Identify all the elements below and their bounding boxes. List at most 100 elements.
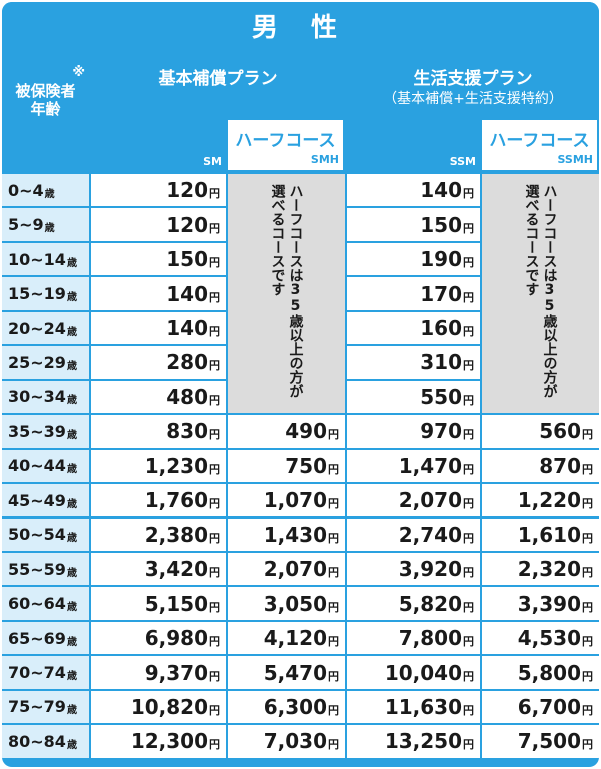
premium-amount: 1,470 [398,453,462,478]
yen-unit: 円 [582,600,593,614]
age-unit: 歳 [66,636,77,648]
age-range-cell: 40~44 歳 [2,449,89,483]
yen-unit: 円 [463,221,474,235]
age-range: 10~14 [8,249,66,269]
premium-amount: 560 [539,419,581,444]
premium-amount: 5,470 [263,660,327,685]
yen-unit: 円 [209,566,220,580]
premium-amount: 3,390 [517,591,581,616]
sm-premium-cell: 140 円 [91,277,226,310]
yen-unit: 円 [582,531,593,545]
premium-amount: 5,150 [144,591,208,616]
yen-unit: 円 [582,669,593,683]
smh-premium-cell: 2,070 円 [228,552,345,586]
premium-amount: 150 [420,212,462,237]
yen-unit: 円 [328,462,339,476]
ssmh-premium-cell: 870 円 [482,449,599,483]
premium-amount: 12,300 [130,729,208,754]
sm-premium-cell: 6,980 円 [91,621,226,655]
premium-amount: 870 [539,453,581,478]
ssm-column-header: SSM [347,118,480,172]
yen-unit: 円 [582,497,593,511]
yen-unit: 円 [209,428,220,442]
age-range: 35~39 [8,421,66,441]
sm-premium-cell: 2,380 円 [91,518,226,551]
premium-amount: 310 [420,350,462,375]
yen-unit: 円 [328,703,339,717]
sm-premium-cell: 9,370 円 [91,656,226,689]
ssmh-premium-cell: 6,700 円 [482,690,599,724]
ssm-premium-cell: 2,070 円 [347,484,480,517]
yen-unit: 円 [463,290,474,304]
premium-amount: 280 [166,350,208,375]
yen-unit: 円 [209,359,220,373]
premium-amount: 1,610 [517,522,581,547]
age-unit: 歳 [66,498,77,510]
age-range: 25~29 [8,352,66,372]
sm-premium-cell: 120 円 [91,208,226,241]
age-range: 15~19 [8,284,66,304]
ssm-premium-cell: 7,800 円 [347,621,480,655]
yen-unit: 円 [209,600,220,614]
age-range: 20~24 [8,318,66,338]
premium-amount: 7,800 [398,626,462,651]
sm-premium-cell: 10,820 円 [91,690,226,724]
smh-premium-cell: 7,030 円 [228,725,345,758]
ssmh-column-header: ハーフコース SSMH [480,118,599,172]
age-range: 65~69 [8,628,66,648]
premium-amount: 170 [420,281,462,306]
note-mark: ※ [72,65,85,80]
premium-amount: 490 [285,419,327,444]
premium-amount: 2,320 [517,557,581,582]
half-course-label: ハーフコース [235,131,336,151]
sm-premium-cell: 140 円 [91,311,226,345]
yen-unit: 円 [209,256,220,270]
age-unit: 歳 [44,188,55,200]
sm-premium-cell: 1,760 円 [91,484,226,517]
yen-unit: 円 [328,738,339,752]
yen-unit: 円 [209,290,220,304]
yen-unit: 円 [209,221,220,235]
smh-premium-cell: 6,300 円 [228,690,345,724]
yen-unit: 円 [209,738,220,752]
age-range-cell: 60~64 歳 [2,587,89,620]
smh-premium-cell: 5,470 円 [228,656,345,689]
age-unit: 歳 [66,671,77,683]
yen-unit: 円 [582,738,593,752]
age-range-cell: 5~9 歳 [2,208,89,241]
ssm-premium-cell: 2,740 円 [347,518,480,551]
premium-amount: 1,230 [144,453,208,478]
age-unit: 歳 [66,739,77,751]
premium-amount: 7,030 [263,729,327,754]
yen-unit: 円 [463,187,474,201]
yen-unit: 円 [328,566,339,580]
ssmh-premium-cell: 7,500 円 [482,725,599,758]
sm-premium-cell: 5,150 円 [91,587,226,620]
premium-amount: 2,740 [398,522,462,547]
yen-unit: 円 [209,393,220,407]
sm-premium-cell: 3,420 円 [91,552,226,586]
yen-unit: 円 [209,497,220,511]
smh-premium-cell: 4,120 円 [228,621,345,655]
premium-amount: 5,820 [398,591,462,616]
half-course-note-line-1: ハーフコースは35歳以上の方が [287,184,304,398]
premium-amount: 10,820 [130,694,208,719]
age-range-cell: 75~79 歳 [2,690,89,724]
yen-unit: 円 [209,669,220,683]
age-unit: 歳 [66,533,77,545]
yen-unit: 円 [582,635,593,649]
premium-amount: 13,250 [384,729,462,754]
premium-amount: 140 [166,281,208,306]
age-range-cell: 45~49 歳 [2,484,89,517]
code-smh: SMH [310,153,339,166]
sm-premium-cell: 120 円 [91,174,226,207]
yen-unit: 円 [582,462,593,476]
yen-unit: 円 [463,359,474,373]
yen-unit: 円 [328,669,339,683]
sm-premium-cell: 280 円 [91,346,226,379]
age-range: 55~59 [8,559,66,579]
age-unit: 歳 [44,223,55,235]
premium-amount: 160 [420,316,462,341]
premium-amount: 140 [420,178,462,203]
